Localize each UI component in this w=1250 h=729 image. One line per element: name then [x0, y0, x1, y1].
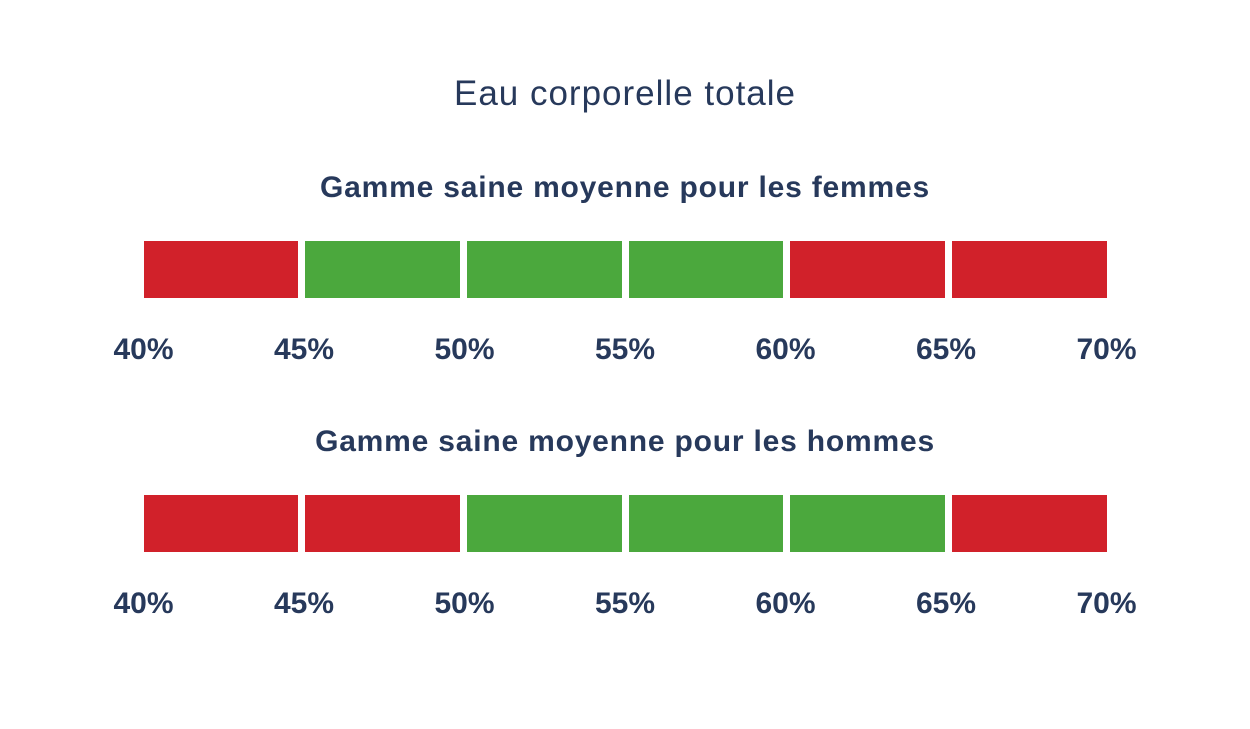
range-scale: Gamme saine moyenne pour les hommes 40% 4… [0, 426, 1250, 619]
bar-segment-60-65-green [790, 495, 945, 553]
tick-label-70: 70% [1076, 587, 1137, 621]
scale-tick-row: 40% 45% 50% 55% 60% 65% 70% [113, 333, 1136, 367]
bar-segment-60-65-red [790, 241, 945, 299]
tick-label-60: 60% [755, 333, 816, 367]
scale-heading: Gamme saine moyenne pour les femmes [320, 171, 930, 205]
scale-bar [143, 495, 1107, 553]
tick-label-50: 50% [434, 333, 495, 367]
bar-segment-65-70-red [951, 241, 1107, 299]
tick-label-65: 65% [915, 587, 977, 621]
scale-tick-row: 40% 45% 50% 55% 60% 65% 70% [113, 587, 1136, 621]
tick-label-45: 45% [273, 587, 335, 621]
bar-segment-50-55-green [466, 495, 622, 553]
tick-label-55: 55% [594, 333, 656, 367]
bar-segment-45-50-green [305, 241, 460, 299]
tick-label-50: 50% [434, 587, 495, 621]
bar-segment-40-45-red [143, 241, 299, 299]
scales-container: Gamme saine moyenne pour les femmes 40% 4… [0, 172, 1250, 619]
scale-bar [143, 241, 1107, 299]
bar-segment-65-70-red [951, 495, 1107, 553]
bar-segment-50-55-green [466, 241, 622, 299]
bar-segment-45-50-red [305, 495, 460, 553]
scale-heading: Gamme saine moyenne pour les hommes [315, 425, 935, 459]
tick-label-55: 55% [594, 587, 656, 621]
tick-label-40: 40% [113, 587, 174, 621]
range-scale: Gamme saine moyenne pour les femmes 40% 4… [0, 172, 1250, 365]
tick-label-45: 45% [273, 333, 335, 367]
bar-segment-40-45-red [143, 495, 299, 553]
tick-label-70: 70% [1076, 333, 1137, 367]
bar-segment-55-60-green [628, 241, 784, 299]
tick-label-65: 65% [915, 333, 977, 367]
bar-segment-55-60-green [628, 495, 784, 553]
page-title: Eau corporelle totale [453, 74, 797, 113]
tick-label-40: 40% [113, 333, 174, 367]
tick-label-60: 60% [755, 587, 816, 621]
